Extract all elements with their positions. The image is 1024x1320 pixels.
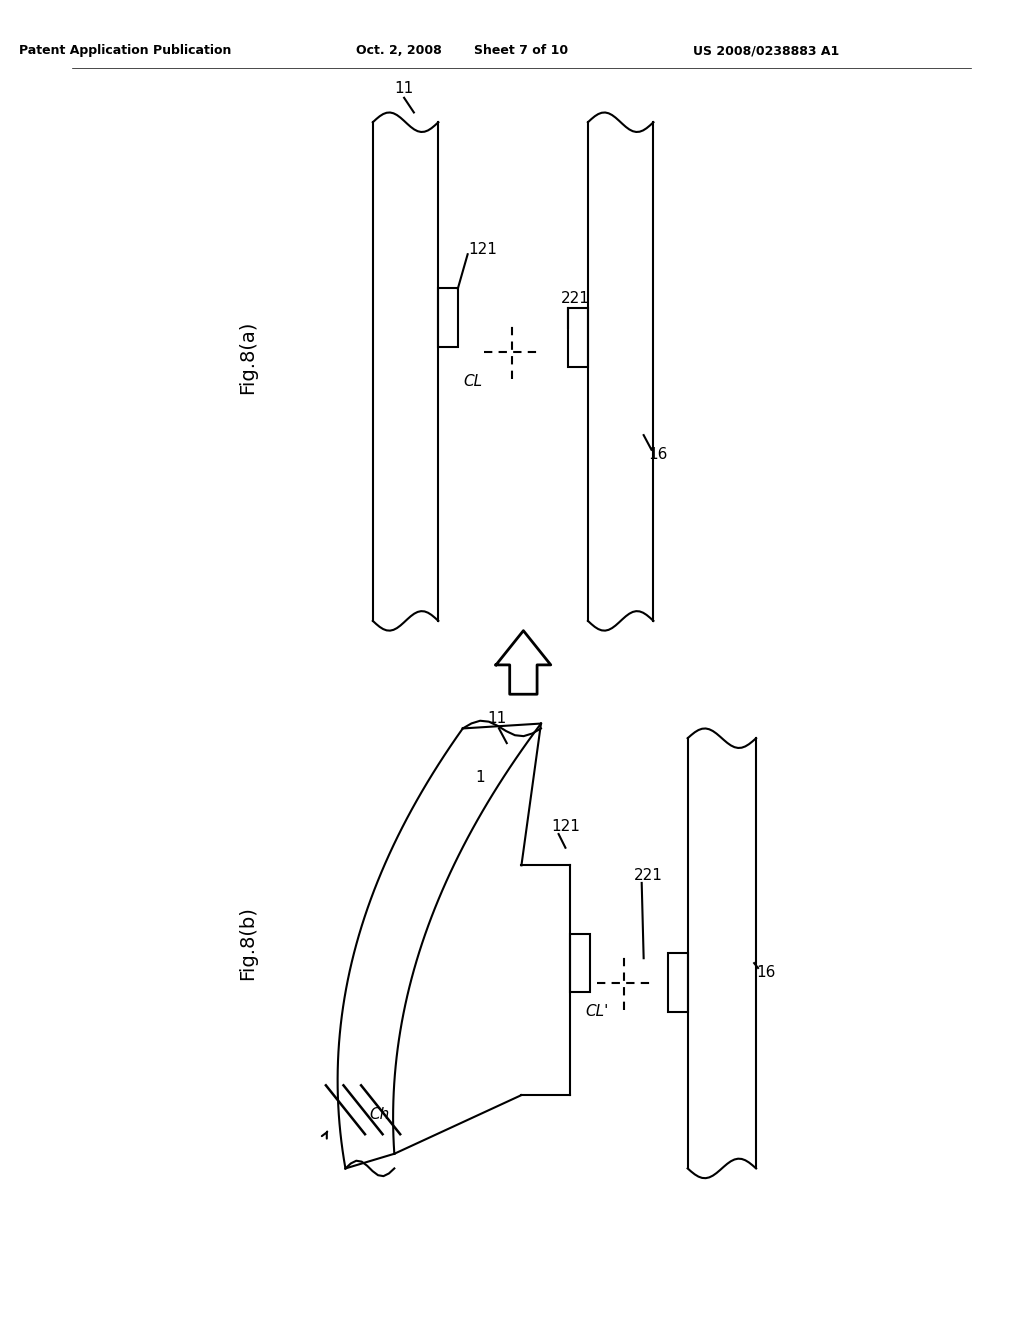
Text: Sheet 7 of 10: Sheet 7 of 10 — [474, 45, 568, 57]
Text: 11: 11 — [487, 711, 507, 726]
Text: 121: 121 — [468, 242, 497, 257]
Text: CL': CL' — [585, 1005, 608, 1019]
Text: Patent Application Publication: Patent Application Publication — [19, 45, 231, 57]
Text: US 2008/0238883 A1: US 2008/0238883 A1 — [693, 45, 839, 57]
Bar — [438, 289, 458, 347]
Text: Fig.8(b): Fig.8(b) — [239, 907, 257, 981]
Text: 221: 221 — [561, 290, 590, 306]
Text: Oct. 2, 2008: Oct. 2, 2008 — [356, 45, 442, 57]
Bar — [668, 953, 688, 1012]
Text: Fig.8(a): Fig.8(a) — [239, 321, 257, 393]
Bar — [570, 933, 590, 993]
Bar — [568, 308, 588, 367]
Text: 16: 16 — [648, 447, 668, 462]
Text: Ch: Ch — [370, 1107, 390, 1122]
Polygon shape — [496, 665, 551, 694]
Text: 1: 1 — [475, 770, 485, 785]
Text: 11: 11 — [394, 81, 414, 95]
Text: CL: CL — [463, 374, 482, 389]
Text: 221: 221 — [634, 867, 663, 883]
Text: 121: 121 — [551, 818, 580, 834]
Text: 16: 16 — [756, 965, 775, 981]
